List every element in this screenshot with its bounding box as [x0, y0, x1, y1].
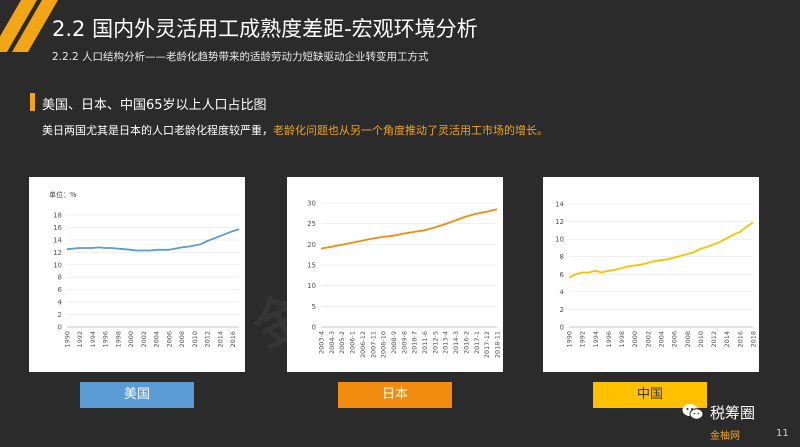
y-tick-label: 8	[58, 274, 62, 282]
x-tick-label: 2016-2	[462, 331, 470, 354]
x-tick-label: 2005-2	[338, 331, 346, 354]
x-tick-label: 2006	[671, 331, 679, 348]
x-tick-label: 2006-12	[359, 331, 367, 358]
y-tick-label: 4	[560, 288, 565, 296]
x-tick-label: 2012	[710, 331, 718, 348]
y-tick-label: 8	[560, 253, 564, 261]
wechat-icon	[682, 403, 704, 421]
y-tick-label: 14	[53, 236, 62, 244]
x-tick-label: 1992	[76, 331, 84, 348]
x-tick-label: 1996	[605, 331, 613, 348]
x-tick-label: 1998	[618, 331, 626, 348]
x-tick-label: 2004-3	[328, 331, 336, 354]
chart-panel-cn: 0 2 4 6 8 10 12 14 1990 1992 1994 1996 1998 2000 2002 2…	[543, 177, 759, 372]
x-tick-label: 2010	[697, 331, 705, 348]
x-tick-label: 2017-1	[473, 331, 481, 354]
x-tick-label: 2016	[229, 331, 237, 348]
x-tick-label: 2000	[631, 331, 639, 348]
x-tick-label: 2012	[204, 331, 212, 348]
page-number: 11	[776, 428, 789, 439]
x-tick-label: 2007-11	[369, 331, 377, 358]
x-tick-label: 1996	[102, 331, 110, 348]
y-tick-label: 2	[58, 311, 62, 319]
y-tick-label: 25	[307, 220, 316, 228]
y-tick-label: 12	[555, 218, 564, 226]
y-tick-label: 10	[555, 236, 564, 244]
x-tick-label: 1992	[579, 331, 587, 348]
x-tick-label: 2016	[736, 331, 744, 348]
x-tick-label: 2012-5	[431, 331, 439, 354]
x-tick-label: 2008-9	[390, 331, 398, 354]
y-tick-label: 4	[58, 299, 63, 307]
description-text: 美日两国尤其是日本的人口老龄化程度较严重，	[42, 124, 273, 137]
x-tick-label: 2010-7	[411, 331, 419, 354]
y-tick-label: 16	[53, 224, 62, 232]
description-highlight: 老龄化问题也从另一个角度推动了灵活用工市场的增长。	[273, 124, 548, 137]
series-line	[568, 221, 754, 279]
x-tick-label: 2013-4	[442, 331, 450, 354]
section-marker	[30, 93, 35, 111]
series-line	[320, 208, 498, 250]
x-tick-label: 2014-3	[452, 331, 460, 354]
series-line	[66, 228, 240, 252]
x-tick-label: 2000	[127, 331, 135, 348]
x-tick-label: 1990	[64, 331, 72, 348]
x-tick-label: 2008	[684, 331, 692, 348]
y-tick-label: 14	[555, 201, 564, 209]
x-tick-label: 1998	[114, 331, 122, 348]
y-tick-label: 18	[53, 212, 62, 220]
x-tick-label: 2008-10	[380, 331, 388, 358]
x-tick-label: 2003-4	[318, 331, 326, 354]
x-tick-label: 2006-1	[349, 331, 357, 354]
y-tick-label: 30	[307, 200, 316, 208]
y-tick-label: 5	[312, 303, 316, 311]
x-tick-label: 2004	[658, 331, 666, 348]
header: 2.2 国内外灵活用工成熟度差距-宏观环境分析 2.2.2 人口结构分析——老龄…	[0, 0, 800, 63]
x-tick-label: 2004	[153, 331, 161, 348]
y-tick-label: 12	[53, 249, 62, 257]
y-tick-label: 6	[560, 271, 565, 279]
legend-button-cn[interactable]: 中国	[593, 382, 707, 408]
y-tick-label: 0	[560, 324, 564, 332]
unit-label: 单位：%	[49, 190, 77, 199]
x-tick-label: 1994	[592, 331, 600, 348]
wechat-name: 税筹圈	[710, 404, 756, 422]
y-tick-label: 6	[58, 286, 63, 294]
y-tick-label: 10	[53, 261, 62, 269]
x-tick-label: 2002	[140, 331, 148, 348]
x-tick-label: 2011-6	[421, 331, 429, 354]
x-tick-label: 2006	[165, 331, 173, 348]
y-tick-label: 15	[307, 262, 316, 270]
x-tick-label: 1990	[566, 331, 574, 348]
legend-button-jp[interactable]: 日本	[338, 382, 452, 408]
y-tick-label: 2	[560, 306, 564, 314]
chart-cn: 0 2 4 6 8 10 12 14 1990 1992 1994 1996 1998 2000 2002 2…	[555, 201, 758, 348]
x-tick-label: 2018-11	[494, 331, 502, 358]
x-tick-label: 2014	[216, 331, 224, 348]
wechat-badge: 税筹圈	[682, 402, 755, 423]
chart-jp: 0 5 10 15 20 25 30 2003-4 2004-3 2005-2 2006-1 2006…	[307, 200, 502, 359]
x-tick-label: 2008	[178, 331, 186, 348]
brand-logo: 金柚网	[710, 431, 740, 442]
x-tick-label: 2017-12	[483, 331, 491, 358]
x-tick-label: 2002	[644, 331, 652, 348]
legend-button-us[interactable]: 美国	[80, 382, 194, 408]
section-description: 美日两国尤其是日本的人口老龄化程度较严重，老龄化问题也从另一个角度推动了灵活用工…	[42, 122, 548, 138]
page-title: 2.2 国内外灵活用工成熟度差距-宏观环境分析	[52, 17, 478, 41]
y-tick-label: 20	[307, 241, 316, 249]
x-tick-label: 2014	[723, 331, 731, 348]
chart-panel-jp: 0 5 10 15 20 25 30 2003-4 2004-3 2005-2 2006-1 2006…	[287, 177, 503, 372]
page-subtitle: 2.2.2 人口结构分析——老龄化趋势带来的适龄劳动力短缺驱动企业转变用工方式	[52, 51, 429, 63]
y-tick-label: 10	[307, 282, 316, 290]
x-tick-label: 1994	[89, 331, 97, 348]
section-title: 美国、日本、中国65岁以上人口占比图	[42, 98, 267, 113]
chart-panel-us: 单位：% 0 2 4 6 8 10 12 14 16 18 1990 1992 1994 1996 1998 2…	[29, 177, 245, 372]
y-tick-label: 0	[58, 324, 62, 332]
x-tick-label: 2009-8	[400, 331, 408, 354]
x-tick-label: 2018	[750, 331, 758, 348]
chart-us: 单位：% 0 2 4 6 8 10 12 14 16 18 1990 1992 1994 1996 1998 2…	[49, 190, 240, 348]
y-tick-label: 0	[312, 324, 316, 332]
x-tick-label: 2010	[191, 331, 199, 348]
